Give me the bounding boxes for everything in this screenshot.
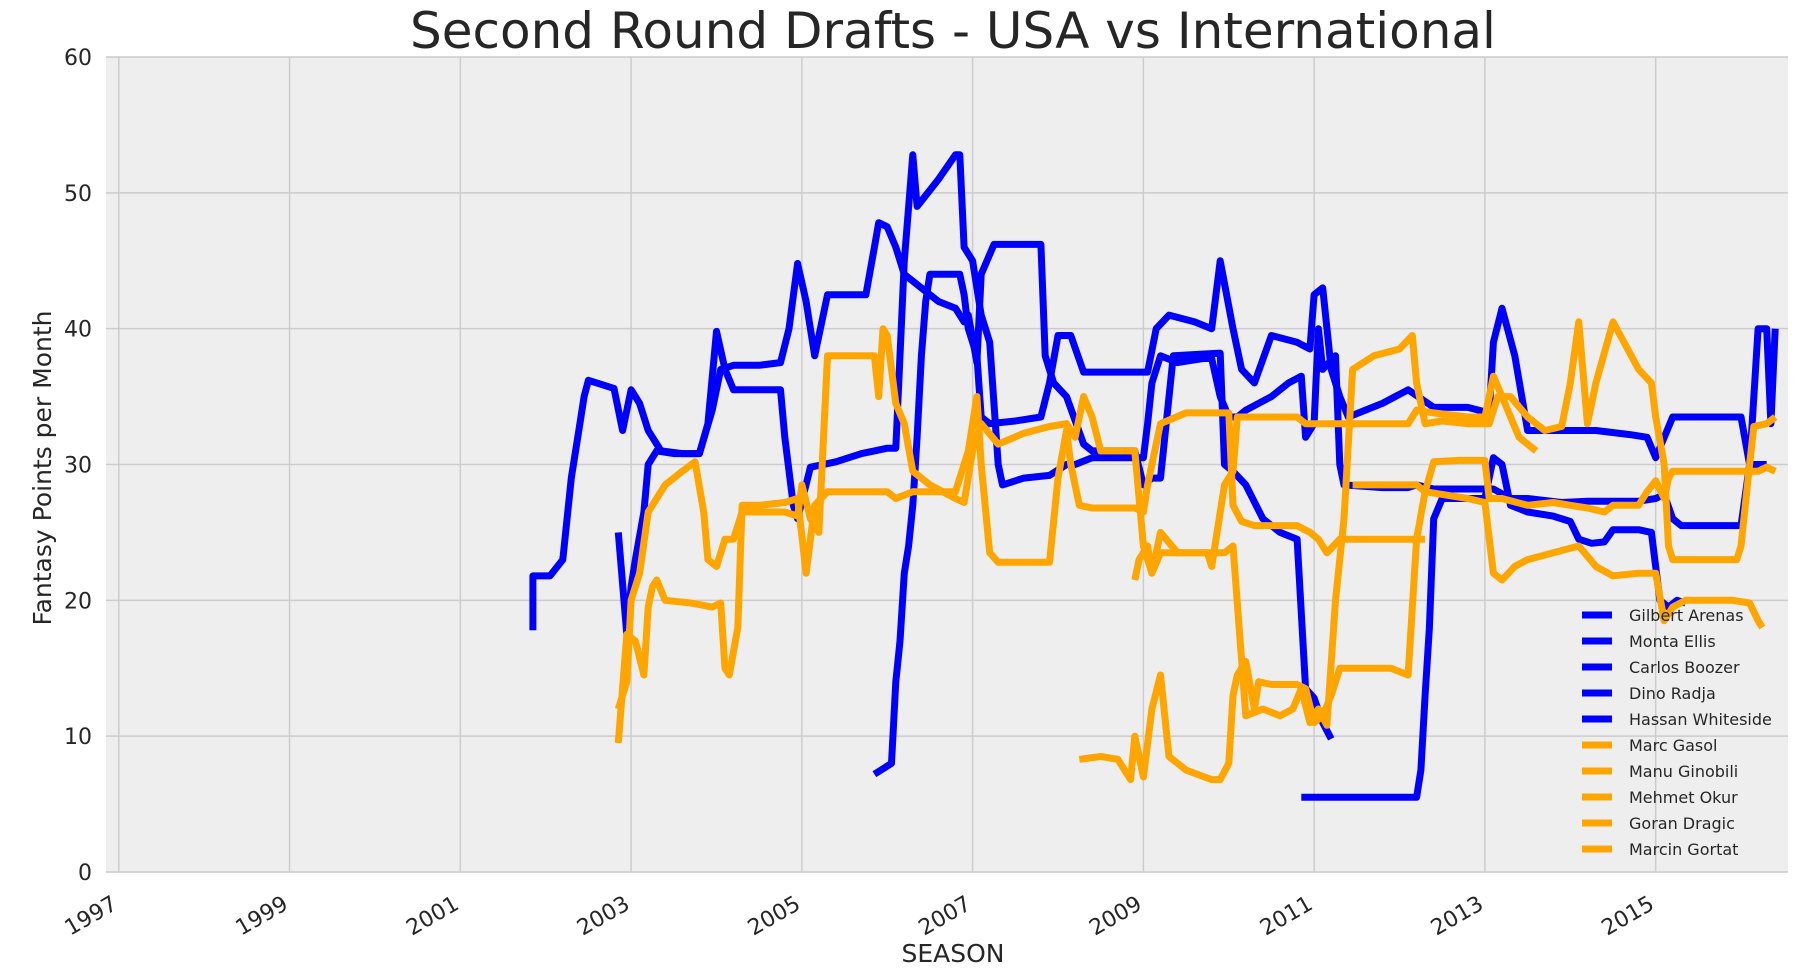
x-axis-label: SEASON [901,939,1004,968]
legend-label: Manu Ginobili [1629,762,1738,781]
legend-label: Gilbert Arenas [1629,606,1744,625]
x-tick-label: 2001 [402,892,463,942]
series-line [1131,318,1778,729]
series-line [614,325,1539,711]
x-tick-label: 1997 [61,892,122,942]
series-lines [529,151,1779,801]
x-tick-label: 2003 [573,892,634,942]
x-tick-label: 2011 [1256,892,1317,942]
x-tick-label: 2013 [1427,892,1488,942]
x-tick-label: 2005 [744,892,805,942]
legend-label: Hassan Whiteside [1629,710,1772,729]
legend-label: Carlos Boozer [1629,658,1740,677]
y-axis-label: Fantasy Points per Month [28,310,57,625]
series-line [614,151,1767,638]
legend-label: Mehmet Okur [1629,788,1738,807]
x-tick-label: 2015 [1598,892,1659,942]
x-tick-label: 2007 [915,892,976,942]
legend-label: Goran Dragic [1629,814,1735,833]
y-tick-label: 30 [64,454,92,479]
series-line [1301,454,1687,801]
x-tick-label: 1999 [232,892,293,942]
y-tick-labels: 0 10 20 30 40 50 60 [64,46,92,886]
series-line [1352,481,1766,630]
y-tick-label: 20 [64,589,92,614]
x-tick-label: 2009 [1085,892,1146,942]
y-tick-label: 50 [64,182,92,207]
y-tick-label: 60 [64,46,92,71]
legend-label: Marc Gasol [1629,736,1718,755]
legend-label: Marcin Gortat [1629,840,1738,859]
series-line [1078,456,1777,784]
x-tick-labels: 1997 1999 2001 2003 2005 2007 2009 2011 2013 2015 [61,892,1659,942]
y-tick-label: 0 [78,861,92,886]
legend-label: Monta Ellis [1629,632,1716,651]
chart-title: Second Round Drafts - USA vs Internation… [410,2,1496,60]
y-tick-label: 10 [64,725,92,750]
series-line [872,257,1779,778]
legend-label: Dino Radja [1629,684,1716,703]
legend: Gilbert Arenas Monta Ellis Carlos Boozer Di… [1582,606,1772,859]
y-tick-label: 40 [64,318,92,343]
grid-lines [106,56,1788,873]
